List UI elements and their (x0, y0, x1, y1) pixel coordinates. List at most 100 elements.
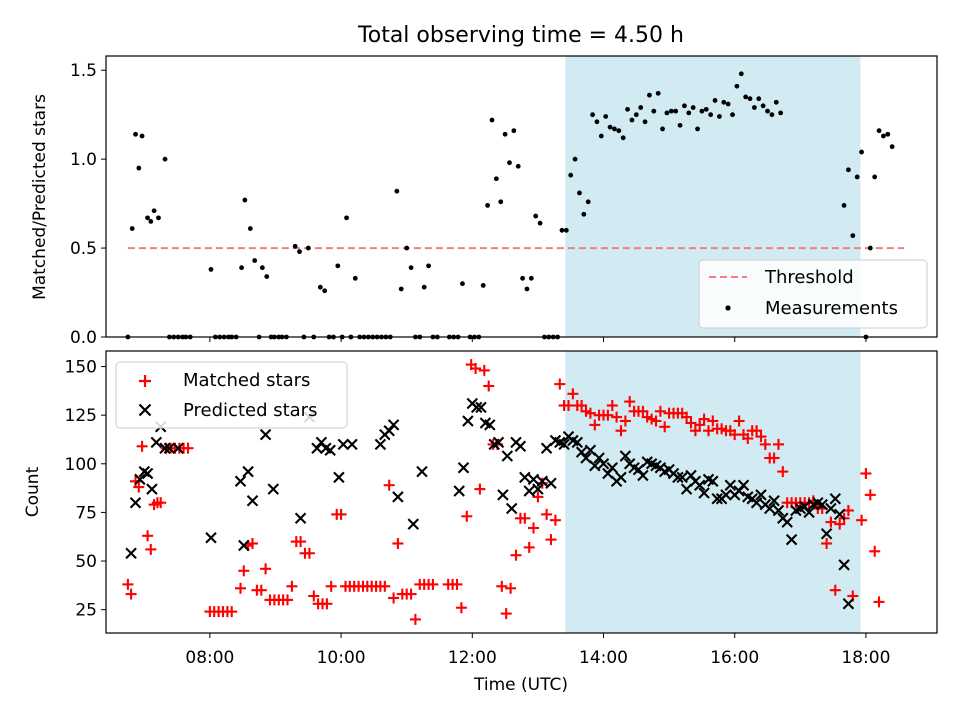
matched-star-point (619, 415, 631, 427)
measurement-point (751, 105, 757, 110)
count-ytick-label: 150 (65, 358, 97, 378)
count-ytick-label: 75 (75, 503, 97, 523)
matched-star-point (545, 534, 557, 546)
matched-star-point (703, 425, 714, 437)
measurements-legend-label: Measurements (765, 298, 898, 319)
measurement-point (598, 133, 604, 139)
matched-star-point (405, 588, 417, 600)
ratio-legend: Threshold Measurements (698, 259, 928, 329)
matched-star-point (834, 518, 846, 530)
measurement-point (642, 119, 648, 125)
measurement-point (136, 165, 142, 171)
predicted-star-point (589, 459, 601, 472)
measurement-point (612, 126, 617, 132)
measurement-point (590, 112, 595, 118)
count-xtick-label: 16:00 (710, 648, 759, 668)
measurement-point (889, 144, 895, 150)
matched-star-point (455, 602, 467, 614)
count-ytick-label: 25 (75, 601, 97, 621)
predicted-star-point (676, 471, 688, 484)
matched-star-point (182, 442, 194, 454)
measurement-point (156, 215, 161, 221)
measurement-point (603, 114, 609, 119)
predicted-star-point (259, 428, 272, 441)
predicted-star-point (475, 401, 487, 414)
matched-star-point (260, 563, 272, 575)
matched-star-point (383, 479, 395, 491)
matched-star-point (549, 514, 561, 526)
matched-star-point (308, 590, 320, 602)
ratio-ytick-label: 1.0 (70, 150, 97, 170)
measurement-point (647, 92, 652, 98)
measurement-point (585, 199, 591, 205)
predicted-star-point (337, 438, 350, 451)
matched-star-point (461, 510, 473, 522)
matched-star-point (528, 522, 539, 534)
matched-star-point (122, 578, 134, 590)
matched-star-point (694, 419, 706, 431)
measurement-point (292, 243, 298, 249)
measurement-point (686, 110, 692, 116)
measurement-point (717, 114, 722, 119)
predicted-star-point (571, 436, 584, 449)
matched-star-point (523, 541, 535, 553)
matched-star-point (388, 592, 400, 604)
count-xtick-label: 14:00 (579, 648, 628, 668)
measurement-point (633, 112, 639, 118)
matched-star-point (226, 606, 238, 618)
measurement-point (760, 103, 766, 109)
matched-star-point (567, 388, 579, 400)
ratio-axes-frame (105, 55, 938, 338)
measurement-point (881, 133, 886, 139)
predicted-star-point (816, 498, 828, 511)
predicted-star-point (763, 502, 776, 515)
matched-star-point (742, 433, 754, 444)
measurement-point (247, 226, 253, 231)
predicted-star-point (825, 502, 837, 515)
measurement-point (335, 263, 341, 269)
predicted-star-point (597, 458, 610, 470)
count-xlabel: Time (UTC) (473, 675, 568, 695)
predicted-star-point (141, 467, 154, 480)
matched-star-point (698, 413, 710, 425)
matched-star-point (554, 378, 566, 390)
predicted-star-point (707, 475, 719, 488)
measurement-point (297, 249, 302, 255)
matched-star-point (825, 516, 837, 528)
predicted-star-point (234, 475, 247, 488)
ratio-ytick-label: 0.5 (70, 239, 97, 259)
predicted-star-point (497, 489, 509, 501)
predicted-star-point (172, 442, 184, 454)
predicted-star-point (698, 487, 710, 499)
predicted-star-point (781, 516, 793, 528)
measurement-point (568, 172, 574, 178)
matched-star-point (335, 508, 347, 520)
measurement-point (572, 156, 578, 162)
predicted-star-point (820, 528, 833, 540)
measurement-point (872, 174, 878, 180)
predicted-star-point (536, 475, 549, 488)
predicted-star-point (484, 419, 496, 431)
predicted-star-point (453, 485, 465, 497)
measurement-point (620, 135, 626, 141)
measurement-point (677, 122, 683, 128)
predicted-star-point (492, 436, 505, 449)
count-ytick-label: 50 (75, 552, 97, 572)
matched-star-point (238, 565, 250, 577)
measurement-point (876, 128, 882, 134)
measurement-point (133, 131, 138, 137)
matched-star-point (768, 452, 780, 464)
predicted-star-point (637, 469, 649, 482)
predicted-star-point (150, 436, 163, 449)
measurement-point (885, 131, 891, 137)
predicted-star-point (267, 483, 280, 495)
ratio-ylabel: Matched/Predicted stars (30, 94, 50, 300)
predicted-legend-swatch (138, 403, 152, 417)
measurement-point (625, 106, 630, 112)
predicted-star-point (615, 471, 627, 484)
matched-star-point (303, 547, 315, 559)
matched-star-point (496, 580, 508, 592)
measurement-point (264, 274, 270, 279)
measurement-point (673, 108, 679, 114)
